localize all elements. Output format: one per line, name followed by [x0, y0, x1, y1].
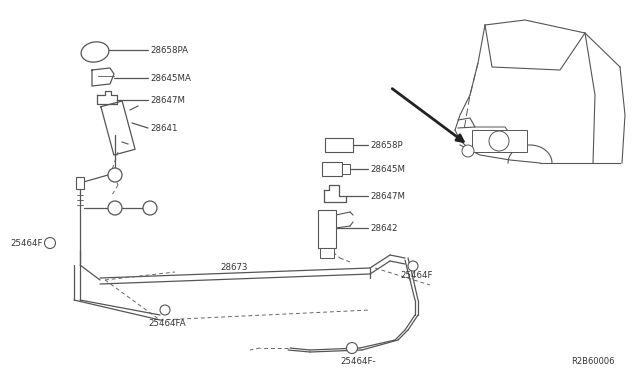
Circle shape [489, 131, 509, 151]
Text: 25464F: 25464F [400, 270, 433, 279]
Circle shape [462, 145, 474, 157]
Circle shape [143, 201, 157, 215]
Circle shape [108, 201, 122, 215]
FancyBboxPatch shape [320, 248, 334, 258]
FancyBboxPatch shape [472, 130, 527, 152]
FancyBboxPatch shape [342, 164, 350, 174]
Text: 28658PA: 28658PA [150, 45, 188, 55]
Text: 28647M: 28647M [150, 96, 185, 105]
Circle shape [408, 261, 418, 271]
Text: 25464FA: 25464FA [148, 318, 186, 327]
Text: 28642: 28642 [370, 224, 397, 232]
Text: 25464F: 25464F [10, 238, 42, 247]
Text: 28645M: 28645M [370, 164, 405, 173]
FancyBboxPatch shape [325, 138, 353, 152]
Text: 28641: 28641 [150, 124, 177, 132]
Text: 28673: 28673 [220, 263, 248, 273]
Text: 28647M: 28647M [370, 192, 405, 201]
Text: 25464F-: 25464F- [340, 357, 376, 366]
Circle shape [346, 343, 358, 353]
Text: 28658P: 28658P [370, 141, 403, 150]
Circle shape [108, 168, 122, 182]
Ellipse shape [81, 42, 109, 62]
Text: R2B60006: R2B60006 [572, 357, 615, 366]
Text: 28645MA: 28645MA [150, 74, 191, 83]
FancyBboxPatch shape [318, 210, 336, 248]
FancyBboxPatch shape [76, 177, 84, 189]
Circle shape [160, 305, 170, 315]
Circle shape [45, 237, 56, 248]
FancyBboxPatch shape [322, 162, 342, 176]
